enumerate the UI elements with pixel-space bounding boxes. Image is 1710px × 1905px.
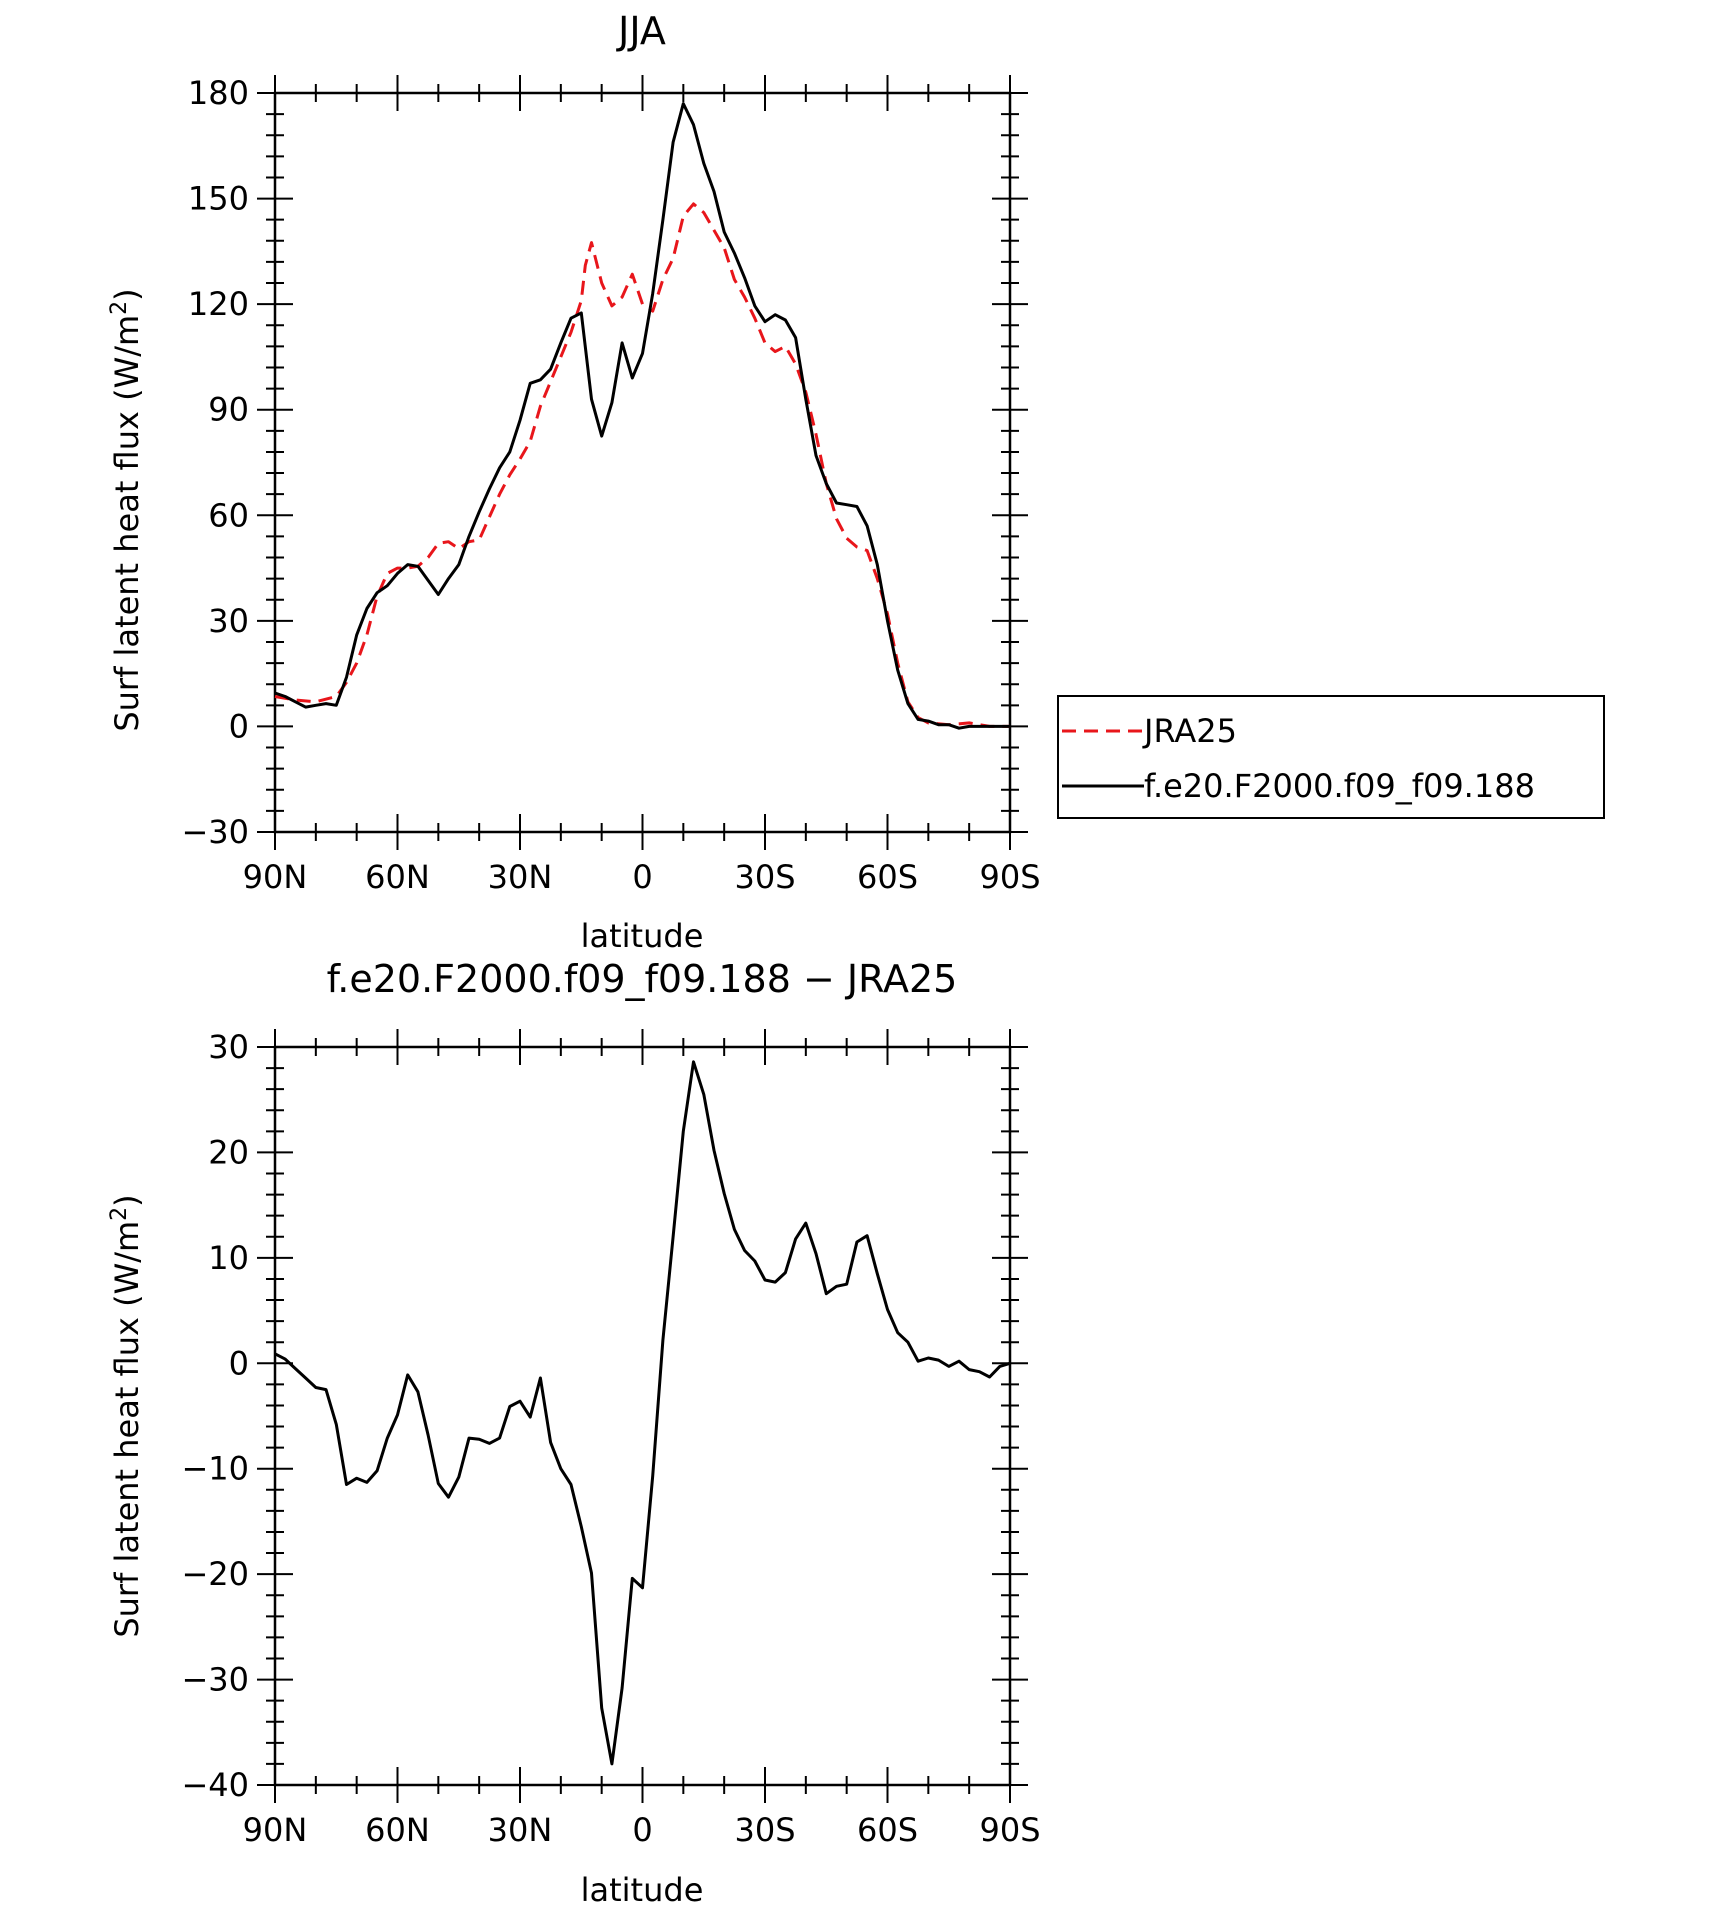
top-x-tick-label: 30N	[488, 858, 553, 896]
top-y-tick-label: 30	[208, 602, 249, 640]
top-y-tick-label: 180	[188, 74, 249, 112]
top-y-tick-label: 0	[229, 707, 249, 745]
bottom-y-tick-label: 10	[208, 1239, 249, 1277]
bottom-x-tick-label: 30S	[734, 1811, 795, 1849]
top-y-axis-label-main: Surf latent heat flux (W/m	[108, 315, 146, 732]
top-x-axis-label: latitude	[581, 917, 704, 955]
bottom-x-tick-label: 90S	[979, 1811, 1040, 1849]
top-x-tick-label: 60S	[857, 858, 918, 896]
legend-label-model: f.e20.F2000.f09_f09.188	[1144, 767, 1535, 805]
top-y-tick-label: 120	[188, 285, 249, 323]
top-title: JJA	[616, 9, 666, 53]
top-y-tick-label: −30	[181, 813, 249, 851]
bottom-y-tick-label: −20	[181, 1555, 249, 1593]
top-y-tick-label: 150	[188, 180, 249, 218]
bottom-y-axis-label-main: Surf latent heat flux (W/m	[108, 1221, 146, 1638]
top-series-line-model	[274, 102, 1010, 730]
bottom-y-tick-label: 0	[229, 1344, 249, 1382]
legend-box	[1057, 695, 1605, 819]
bottom-title: f.e20.F2000.f09_f09.188 − JRA25	[327, 957, 958, 1001]
top-x-tick-label: 90S	[979, 858, 1040, 896]
bottom-x-tick-label: 0	[632, 1811, 652, 1849]
top-y-tick-label: 90	[208, 391, 249, 429]
bottom-series-line-model	[274, 1060, 1011, 1766]
bottom-x-axis-label: latitude	[581, 1871, 704, 1905]
top-x-tick-label: 0	[632, 858, 652, 896]
top-x-tick-label: 60N	[365, 858, 430, 896]
bottom-panel: f.e20.F2000.f09_f09.188 − JRA25 −40 −30 −2…	[107, 957, 1041, 1905]
top-y-axis-label-close: )	[108, 288, 146, 300]
bottom-x-tick-label: 90N	[243, 1811, 308, 1849]
bottom-y-axis-label-close: )	[108, 1194, 146, 1206]
bottom-y-tick-label: 30	[208, 1028, 249, 1066]
bottom-y-tick-label: 20	[208, 1133, 249, 1171]
top-y-tick-label: 60	[208, 496, 249, 534]
bottom-y-axis-label-sup: 2	[107, 1207, 132, 1221]
legend-label-jra25: JRA25	[1142, 712, 1237, 750]
top-x-tick-label: 30S	[734, 858, 795, 896]
bottom-y-axis-label: Surf latent heat flux (W/m2)	[107, 1194, 146, 1637]
top-plot-area: −30 0 30 60 90 120 150 180 90N 60N 30N 0 30S 60S 90S	[181, 74, 1040, 896]
bottom-y-tick-label: −10	[181, 1450, 249, 1488]
bottom-y-tick-label: −40	[181, 1766, 249, 1804]
bottom-x-tick-label: 60S	[857, 1811, 918, 1849]
top-x-tick-label: 90N	[243, 858, 308, 896]
bottom-x-tick-label: 30N	[488, 1811, 553, 1849]
top-y-axis-label-sup: 2	[107, 301, 132, 315]
top-panel: JJA −30 0 30 60 90 120 150 180 90N 60N 30N 0 30S 60S 9…	[107, 9, 1605, 955]
bottom-x-tick-label: 60N	[365, 1811, 430, 1849]
top-y-axis-label: Surf latent heat flux (W/m2)	[107, 288, 146, 731]
legend: JRA25 f.e20.F2000.f09_f09.188	[1057, 695, 1605, 819]
bottom-plot-area: −40 −30 −20 −10 0 10 20 30 90N 60N 30N 0 30S 60S 90S	[181, 1028, 1040, 1849]
bottom-y-tick-label: −30	[181, 1661, 249, 1699]
